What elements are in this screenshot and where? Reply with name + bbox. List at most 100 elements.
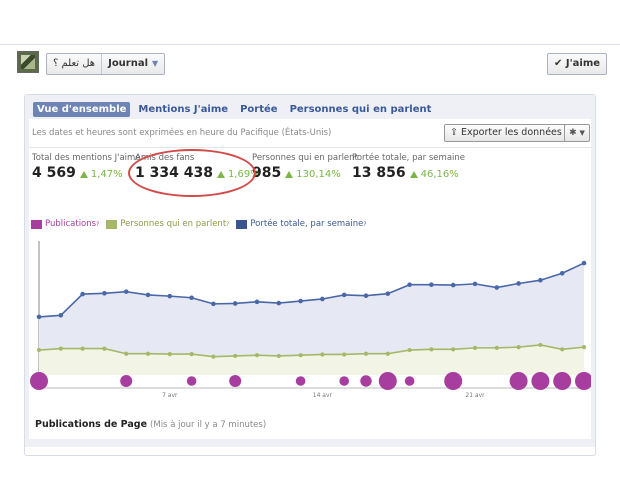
talking-about-area	[39, 344, 584, 375]
tab-likes[interactable]: Mentions J'aime	[138, 104, 229, 115]
overview-content: Les dates et heures sont exprimées en he…	[29, 119, 591, 439]
talking-about-point	[233, 353, 238, 359]
publication-marker	[404, 376, 415, 386]
talking-about-point	[167, 352, 172, 357]
x-tick-label: 14 avr	[313, 392, 333, 399]
stat-value: 13 856	[352, 165, 406, 181]
stat-change: 46,16%	[420, 169, 459, 180]
settings-dropdown[interactable]: ✱ ▼	[564, 124, 590, 142]
export-button[interactable]: ⇪ Exporter les données	[444, 124, 568, 142]
insights-panel-bg: Vue d'ensemble Mentions J'aime Portée Pe…	[25, 95, 595, 447]
tab-overview[interactable]: Vue d'ensemble	[33, 102, 131, 117]
arrow-up-icon	[79, 171, 88, 178]
reach-point	[145, 292, 151, 298]
arrow-up-icon	[285, 171, 294, 178]
talking-about-point	[385, 351, 390, 356]
reach-point	[276, 300, 282, 306]
publication-marker	[444, 372, 463, 390]
legend-label: Portée totale, par semaine	[250, 219, 364, 229]
talking-about-point	[145, 351, 151, 356]
export-icon: ⇪	[450, 127, 461, 138]
x-tick-label: 7 avr	[162, 392, 178, 399]
stat-change: 1,47%	[90, 169, 123, 180]
chart-legend: Publications? Personnes qui en parlent? …	[31, 219, 374, 229]
page-posts-subtitle: (Mis à jour il y a 7 minutes)	[150, 420, 267, 430]
legend-label: Publications	[45, 219, 97, 229]
publication-marker	[229, 375, 242, 387]
legend-item-publications[interactable]: Publications?	[31, 219, 99, 229]
tab-reach[interactable]: Portée	[240, 104, 278, 115]
publication-marker	[30, 372, 48, 390]
publication-marker	[553, 372, 572, 390]
talking-about-point	[276, 353, 281, 359]
reach-point	[232, 301, 238, 306]
talking-about-point	[124, 351, 129, 356]
publication-marker	[120, 375, 133, 387]
legend-swatch	[31, 219, 42, 229]
talking-about-line	[38, 344, 585, 358]
talking-about-point	[211, 354, 216, 359]
talking-about-point	[429, 347, 434, 352]
reach-point	[538, 277, 543, 283]
talking-about-point	[102, 346, 107, 351]
reach-line	[38, 262, 585, 318]
reach-point	[581, 260, 587, 266]
arrow-up-icon	[409, 171, 418, 178]
talking-about-point	[560, 347, 565, 352]
publication-marker	[378, 372, 397, 390]
publication-marker	[509, 372, 528, 390]
legend-label: Personnes qui en parlent	[120, 219, 227, 229]
publication-marker	[575, 372, 591, 390]
reach-point	[123, 289, 129, 294]
stat-label: Personnes qui en parlent	[252, 153, 358, 163]
talking-about-point	[80, 346, 85, 351]
reach-point	[254, 299, 260, 305]
stat-change: 130,14%	[296, 169, 341, 180]
divider	[29, 147, 591, 148]
talking-about-point	[472, 345, 478, 350]
top-divider	[0, 44, 620, 45]
talking-about-point	[298, 353, 303, 358]
x-tick-label: 21 avr	[465, 392, 485, 399]
reach-point	[429, 282, 434, 288]
page-avatar[interactable]	[17, 51, 39, 73]
talking-about-point	[451, 347, 456, 352]
page-posts-heading: Publications de Page (Mis à jour il y a 7…	[35, 419, 266, 430]
reach-point	[494, 285, 500, 290]
talking-about-point	[342, 352, 347, 357]
gear-icon: ✱	[569, 128, 577, 138]
reach-point	[385, 291, 391, 296]
reach-point	[36, 314, 42, 320]
reach-point	[407, 282, 412, 288]
chevron-down-icon: ▼	[152, 59, 159, 68]
journal-label: Journal	[108, 58, 149, 69]
talking-about-point	[494, 345, 499, 350]
talking-about-point	[407, 347, 412, 353]
stat-label: Total des mentions J'aime	[32, 153, 141, 163]
chevron-down-icon: ▼	[579, 129, 585, 137]
legend-item-talking-about[interactable]: Personnes qui en parlent?	[106, 219, 229, 229]
annotation-circle	[128, 149, 256, 197]
page-posts-title: Publications de Page	[35, 419, 148, 430]
stat-total-likes[interactable]: Total des mentions J'aime 4 569 1,47%	[32, 153, 141, 181]
like-button[interactable]: ✔ J'aime	[547, 53, 608, 75]
talking-about-point	[320, 352, 325, 357]
legend-swatch	[236, 219, 248, 229]
reach-area	[39, 263, 584, 357]
reach-point	[320, 296, 325, 302]
reach-point	[80, 291, 85, 297]
tab-talking-about[interactable]: Personnes qui en parlent	[289, 104, 432, 115]
talking-about-point	[36, 347, 42, 353]
journal-dropdown[interactable]: Journal ▼	[101, 54, 164, 74]
stat-talking-about[interactable]: Personnes qui en parlent 985 130,14%	[252, 153, 358, 181]
legend-item-weekly-reach[interactable]: Portée totale, par semaine?	[236, 219, 367, 229]
stat-label: Portée totale, par semaine	[352, 153, 466, 163]
page-name[interactable]: هل تعلم ؟	[53, 58, 96, 69]
reach-point	[363, 293, 369, 299]
insights-panel: Vue d'ensemble Mentions J'aime Portée Pe…	[24, 94, 596, 456]
stat-weekly-reach[interactable]: Portée totale, par semaine 13 856 46,16%	[352, 153, 465, 181]
page-switcher[interactable]: هل تعلم ؟ Journal ▼	[46, 53, 166, 75]
reach-point	[58, 313, 64, 318]
export-label: Exporter les données	[460, 127, 562, 138]
reach-point	[341, 292, 347, 298]
